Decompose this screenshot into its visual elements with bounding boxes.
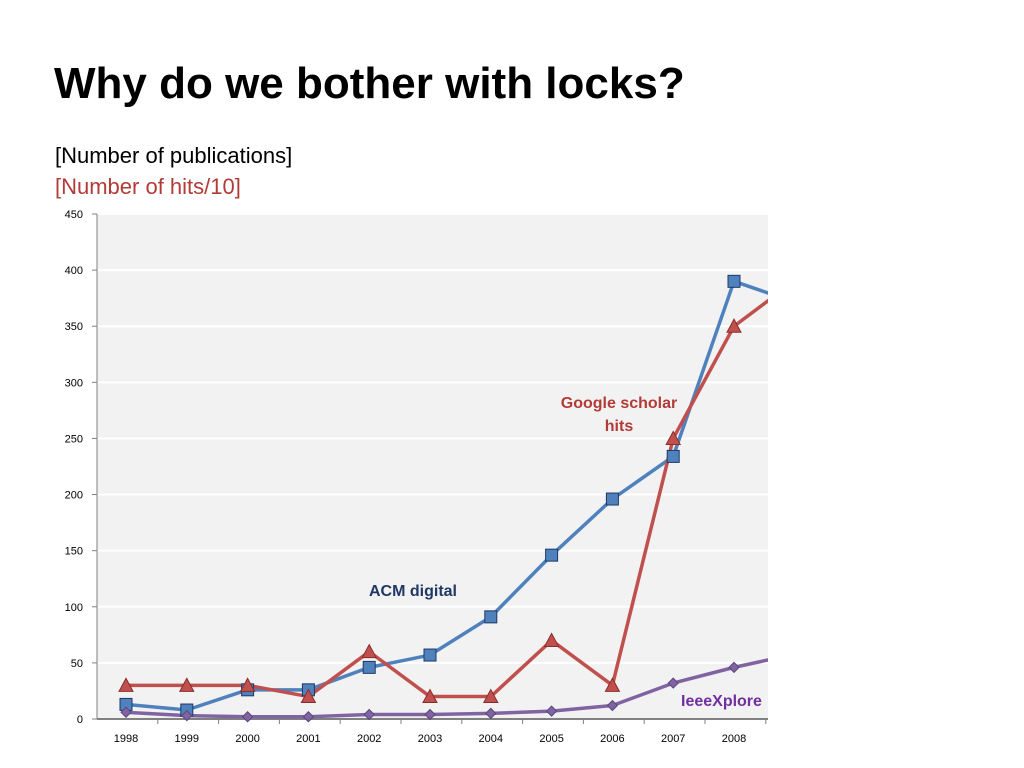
x-tick-label: 1999 <box>175 733 199 745</box>
marker-ieeexplore <box>302 711 315 723</box>
x-tick-label: 2004 <box>479 733 503 745</box>
marker-ieeexplore <box>545 705 558 717</box>
marker-google-scholar-hits <box>604 677 621 692</box>
series-label-google-scholar-hits: Google scholar <box>561 395 677 412</box>
marker-google-scholar-hits <box>300 688 317 704</box>
x-tick-label: 2006 <box>600 733 624 745</box>
series-line-ieeexplore <box>125 658 768 719</box>
marker-ieeexplore <box>120 706 132 718</box>
marker-acm-digital <box>362 660 376 674</box>
x-tick-label: 2002 <box>357 733 381 745</box>
series-line-acm-digital <box>125 279 768 712</box>
y-tick-label: 350 <box>65 321 83 333</box>
x-tick-label: 2007 <box>661 733 685 745</box>
marker-acm-digital <box>484 610 498 624</box>
marker-acm-digital <box>545 548 559 562</box>
marker-google-scholar-hits <box>422 688 438 704</box>
y-tick-label: 100 <box>65 602 83 614</box>
y-tick-label: 450 <box>65 209 83 221</box>
marker-acm-digital <box>727 274 741 288</box>
x-tick-label: 2005 <box>539 733 563 745</box>
line-chart: 0 50 100 150 200 250 300 350 400 450 1998 1999 2000 2… <box>65 209 768 745</box>
marker-ieeexplore <box>363 708 375 721</box>
x-tick-label: 2008 <box>722 733 746 745</box>
y-tick-label: 50 <box>71 658 83 670</box>
marker-google-scholar-hits <box>118 677 134 692</box>
series-label-ieeexplore: IeeeXplore <box>681 693 762 710</box>
marker-ieeexplore <box>241 711 254 723</box>
series-line-google-scholar-hits <box>126 298 768 699</box>
marker-google-scholar-hits <box>178 677 195 692</box>
marker-acm-digital <box>666 449 680 463</box>
y-tick-label: 150 <box>65 546 83 558</box>
y-tick-label: 400 <box>65 265 83 277</box>
marker-google-scholar-hits <box>543 632 560 647</box>
x-tick-label: 2000 <box>235 733 259 745</box>
x-tick-label: 2003 <box>418 733 442 745</box>
marker-google-scholar-hits <box>726 318 742 333</box>
x-tick-label: 1998 <box>114 733 138 745</box>
marker-google-scholar-hits <box>665 430 682 445</box>
y-tick-label: 250 <box>65 433 83 445</box>
marker-ieeexplore <box>485 707 497 720</box>
y-tick-label: 200 <box>65 490 83 502</box>
marker-ieeexplore <box>181 709 193 722</box>
marker-ieeexplore <box>667 677 679 689</box>
subtitle-hits: [Number of hits/10] <box>55 174 241 199</box>
marker-acm-digital <box>423 648 437 662</box>
marker-ieeexplore <box>424 708 436 721</box>
marker-google-scholar-hits <box>239 677 256 692</box>
marker-ieeexplore <box>728 661 740 674</box>
subtitle-publications: [Number of publications] <box>55 143 293 168</box>
slide-title: Why do we bother with locks? <box>54 59 685 108</box>
series-label-acm-digital: ACM digital <box>369 583 457 600</box>
marker-google-scholar-hits <box>482 688 499 704</box>
marker-acm-digital <box>605 492 619 506</box>
y-tick-label: 300 <box>65 377 83 389</box>
y-tick-label: 0 <box>77 714 83 726</box>
series-label-google-scholar-hits: hits <box>605 418 634 435</box>
marker-google-scholar-hits <box>361 643 378 659</box>
x-tick-label: 2001 <box>296 733 320 745</box>
marker-ieeexplore <box>606 699 619 712</box>
